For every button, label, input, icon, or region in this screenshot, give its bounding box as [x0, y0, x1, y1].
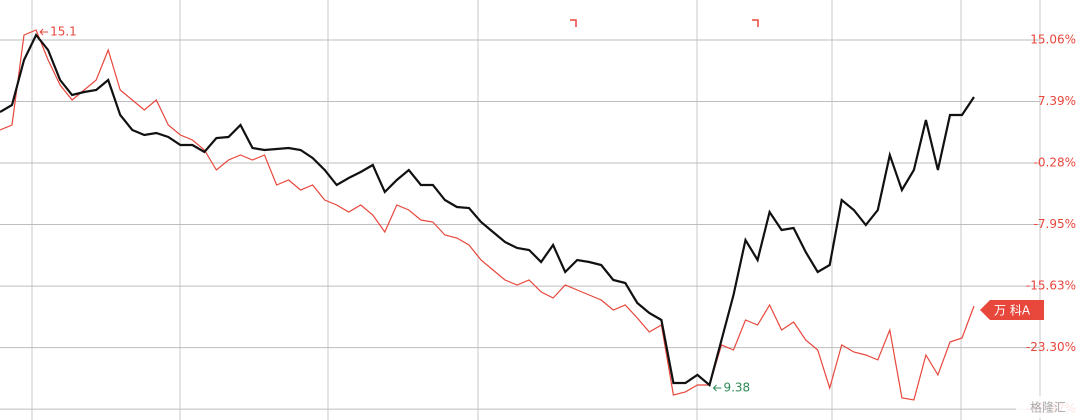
y-tick-label: 15.06% [1030, 33, 1076, 47]
series-line [0, 32, 975, 387]
y-tick-label: 7.39% [1038, 94, 1076, 108]
series-tag-bg [980, 299, 1044, 320]
y-tick-label: -7.95% [1034, 217, 1076, 231]
y-tick-label: -15.63% [1026, 279, 1076, 293]
series-line [0, 29, 975, 401]
min-arrow [712, 384, 722, 392]
series-tag: 万 科A [994, 303, 1031, 317]
vertical-grid [31, 0, 1041, 420]
watermark: 格隆汇 [1030, 400, 1066, 415]
max-arrow [39, 28, 49, 36]
y-tick-label: -23.30% [1026, 340, 1076, 354]
period-markers [570, 19, 759, 27]
y-tick-label: -0.28% [1034, 156, 1076, 170]
min-annotation: 9.38 [723, 380, 750, 394]
max-annotation: 15.1 [50, 24, 77, 38]
watermark-box [1016, 396, 1078, 418]
